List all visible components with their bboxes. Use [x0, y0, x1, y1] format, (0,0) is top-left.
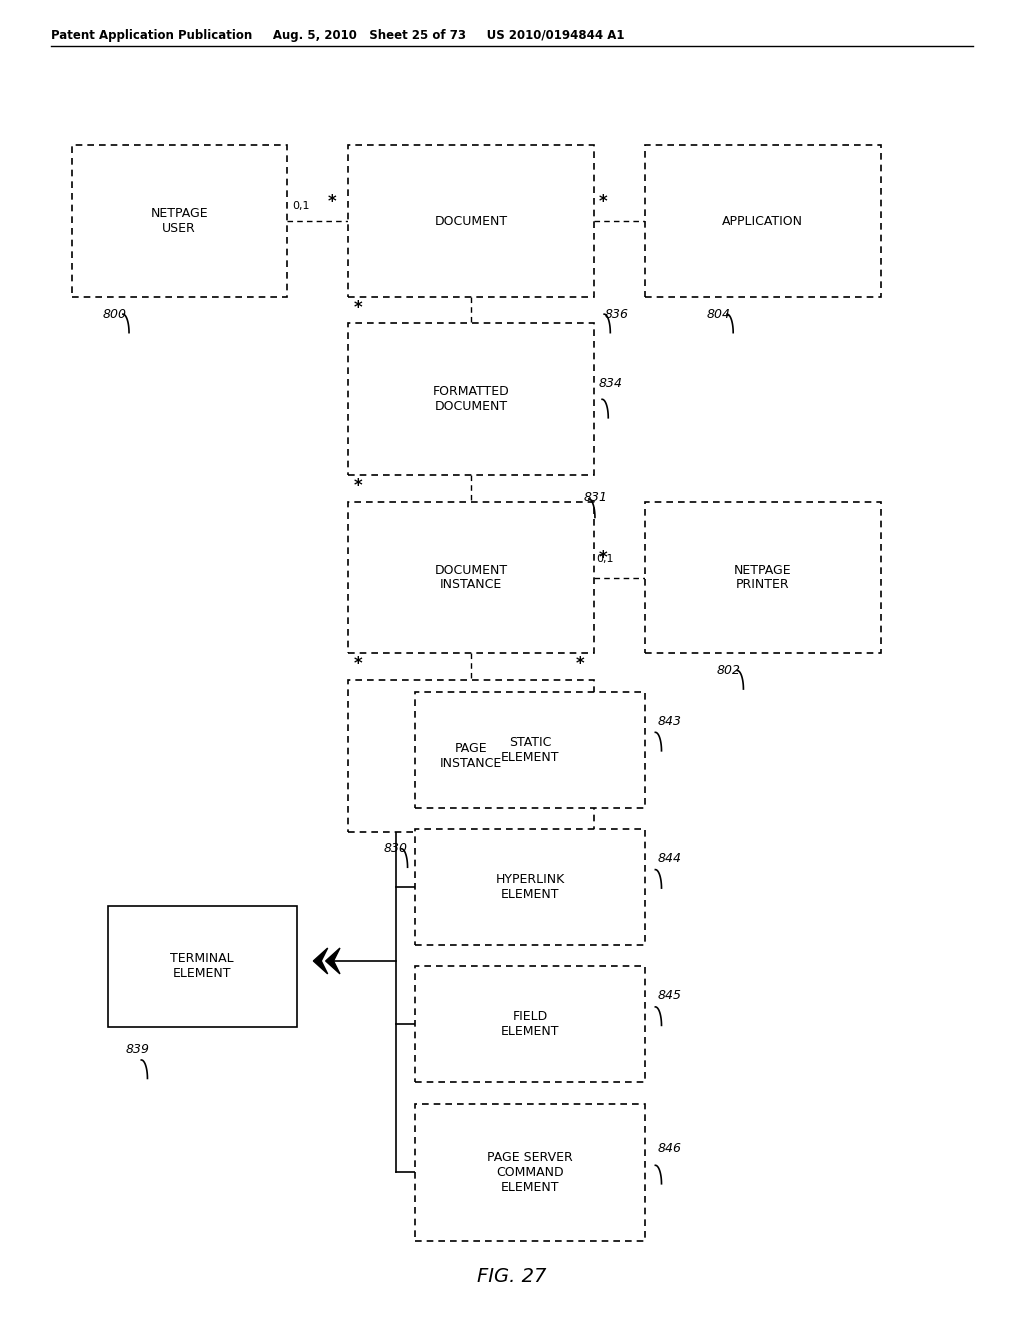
- Text: *: *: [353, 298, 361, 317]
- Text: 834: 834: [599, 376, 623, 389]
- Text: Patent Application Publication     Aug. 5, 2010   Sheet 25 of 73     US 2010/019: Patent Application Publication Aug. 5, 2…: [51, 29, 625, 42]
- Text: 830: 830: [384, 842, 408, 855]
- FancyBboxPatch shape: [415, 966, 645, 1082]
- Text: FIG. 27: FIG. 27: [477, 1267, 547, 1286]
- Text: PAGE SERVER
COMMAND
ELEMENT: PAGE SERVER COMMAND ELEMENT: [487, 1151, 572, 1193]
- Polygon shape: [326, 948, 340, 974]
- Text: NETPAGE
PRINTER: NETPAGE PRINTER: [734, 564, 792, 591]
- Text: 844: 844: [657, 853, 681, 865]
- Text: FIELD
ELEMENT: FIELD ELEMENT: [501, 1010, 559, 1039]
- FancyBboxPatch shape: [348, 323, 594, 475]
- Text: 845: 845: [657, 990, 681, 1002]
- Text: 843: 843: [657, 715, 681, 727]
- Text: PAGE
INSTANCE: PAGE INSTANCE: [440, 742, 502, 770]
- Text: *: *: [328, 193, 336, 210]
- Text: 804: 804: [707, 308, 730, 321]
- Text: STATIC
ELEMENT: STATIC ELEMENT: [501, 735, 559, 764]
- Text: 831: 831: [584, 491, 607, 504]
- Text: 836: 836: [604, 308, 628, 321]
- Text: APPLICATION: APPLICATION: [722, 215, 804, 227]
- FancyBboxPatch shape: [108, 906, 297, 1027]
- FancyBboxPatch shape: [72, 145, 287, 297]
- Text: 800: 800: [102, 308, 126, 321]
- Text: *: *: [599, 193, 607, 210]
- FancyBboxPatch shape: [645, 502, 881, 653]
- Text: HYPERLINK
ELEMENT: HYPERLINK ELEMENT: [496, 873, 564, 902]
- FancyBboxPatch shape: [348, 145, 594, 297]
- Text: *: *: [575, 655, 584, 673]
- FancyBboxPatch shape: [348, 502, 594, 653]
- Text: 846: 846: [657, 1142, 681, 1155]
- FancyBboxPatch shape: [415, 829, 645, 945]
- FancyBboxPatch shape: [645, 145, 881, 297]
- FancyBboxPatch shape: [415, 692, 645, 808]
- Text: *: *: [353, 477, 361, 495]
- Text: FORMATTED
DOCUMENT: FORMATTED DOCUMENT: [433, 385, 509, 413]
- Text: DOCUMENT: DOCUMENT: [434, 215, 508, 227]
- Text: 839: 839: [126, 1043, 150, 1056]
- FancyBboxPatch shape: [415, 1104, 645, 1241]
- Text: *: *: [353, 655, 361, 673]
- Text: FIG. 26: FIG. 26: [477, 861, 547, 879]
- Text: NETPAGE
USER: NETPAGE USER: [151, 207, 208, 235]
- Text: DOCUMENT
INSTANCE: DOCUMENT INSTANCE: [434, 564, 508, 591]
- Text: *: *: [599, 549, 607, 568]
- Polygon shape: [313, 948, 328, 974]
- FancyBboxPatch shape: [348, 680, 594, 832]
- Text: 802: 802: [717, 664, 740, 677]
- Text: 0,1: 0,1: [292, 201, 309, 210]
- Text: 0,1: 0,1: [596, 554, 613, 565]
- Text: TERMINAL
ELEMENT: TERMINAL ELEMENT: [170, 952, 234, 981]
